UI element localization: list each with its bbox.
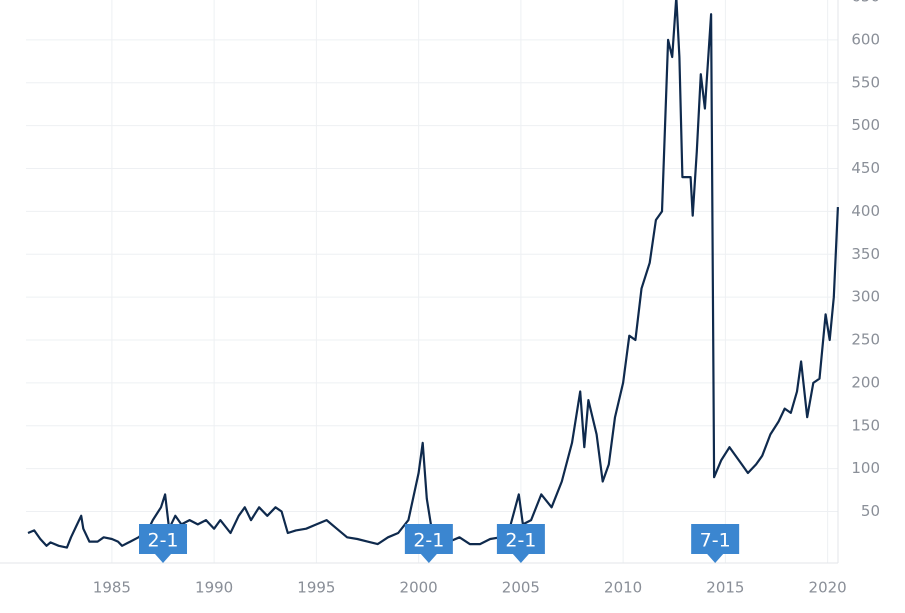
y-tick-label: 500 [851, 116, 880, 134]
y-tick-label: 150 [851, 416, 880, 434]
y-tick-label: 400 [851, 202, 880, 220]
x-tick-label: 2005 [502, 579, 540, 597]
y-tick-label: 550 [851, 73, 880, 91]
y-tick-label: 350 [851, 245, 880, 263]
x-tick-label: 1995 [297, 579, 335, 597]
y-tick-label: 600 [851, 30, 880, 48]
split-marker [691, 524, 740, 563]
split-marker [404, 524, 453, 563]
y-tick-label: 200 [851, 373, 880, 391]
split-label: 7-1 [700, 530, 731, 552]
y-tick-label: 50 [861, 502, 880, 520]
x-tick-label: 2020 [809, 579, 847, 597]
price-line [27, 0, 839, 549]
y-tick-label: 650 [851, 0, 880, 6]
x-tick-label: 2015 [706, 579, 744, 597]
y-tick-label: 100 [851, 459, 880, 477]
y-tick-label: 300 [851, 288, 880, 306]
y-tick-label: 450 [851, 159, 880, 177]
y-tick-label: 250 [851, 331, 880, 349]
x-tick-label: 2010 [604, 579, 642, 597]
split-label: 2-1 [505, 530, 536, 552]
split-label: 2-1 [147, 530, 178, 552]
x-tick-label: 1990 [195, 579, 233, 597]
split-marker [496, 524, 545, 563]
split-label: 2-1 [413, 530, 444, 552]
x-tick-label: 1985 [93, 579, 131, 597]
x-tick-label: 2000 [400, 579, 438, 597]
split-marker [139, 524, 188, 563]
